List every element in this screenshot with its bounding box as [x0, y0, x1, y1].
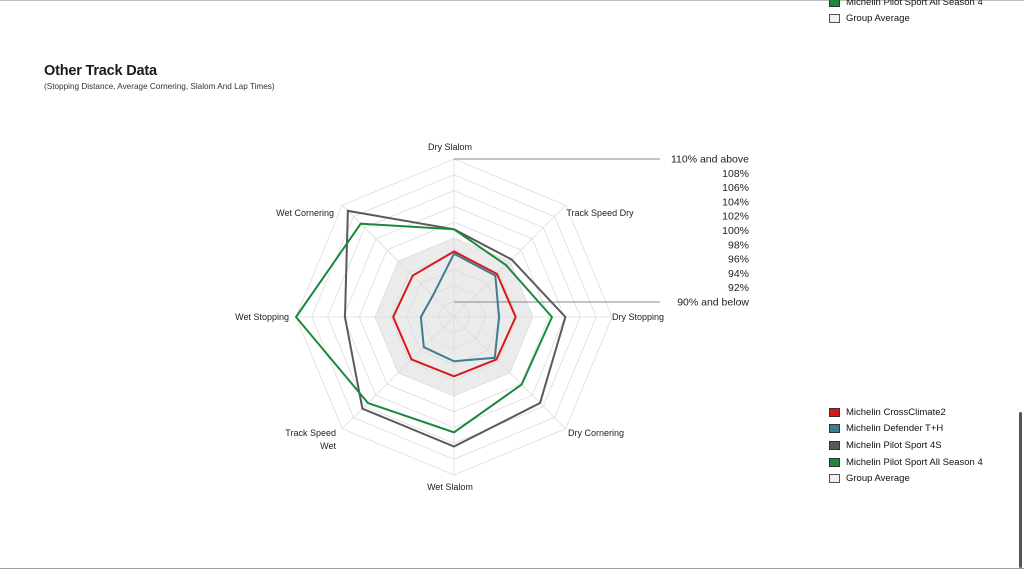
- radar-spoke: [453, 316, 567, 430]
- legend-swatch: [829, 457, 840, 467]
- page-title: Other Track Data: [44, 63, 157, 79]
- top-divider: [0, 0, 1024, 1]
- series-michelin-crossclimate2: [392, 250, 517, 378]
- legend-item-michelin-defender-t-h: Michelin Defender T+H: [829, 421, 983, 438]
- legend-top: Michelin Pilot Sport All Season 4 Group A…: [829, 0, 983, 27]
- scale-label: 106%: [722, 182, 749, 194]
- legend-item-michelin-pilot-sport-4s: Michelin Pilot Sport 4S: [829, 437, 983, 454]
- scale-label: 108%: [722, 168, 749, 180]
- axis-label-track-speed-wet: Track Speed: [285, 428, 336, 438]
- scale-label: 104%: [722, 196, 749, 208]
- legend-label: Michelin Defender T+H: [846, 423, 944, 435]
- radar-axis-labels: Dry Slalom Track Speed Dry Dry Stopping Dry…: [235, 142, 664, 492]
- scrollbar-thumb[interactable]: [1019, 412, 1022, 568]
- legend-swatch: [829, 424, 840, 434]
- scale-label: 92%: [728, 282, 749, 294]
- scale-label: 98%: [728, 239, 749, 251]
- legend-item-group-average: Group Average: [829, 470, 983, 487]
- scale-label: 110% and above: [671, 154, 749, 166]
- scale-label: 94%: [728, 268, 749, 280]
- legend-item-michelin-crossclimate2: Michelin CrossClimate2: [829, 404, 983, 421]
- legend-label: Group Average: [846, 473, 910, 485]
- axis-label-dry-slalom: Dry Slalom: [428, 142, 472, 152]
- legend-item-michelin-pilot-sport-all-season-4: Michelin Pilot Sport All Season 4: [829, 454, 983, 471]
- legend-swatch: [829, 14, 840, 24]
- legend-swatch: [829, 474, 840, 484]
- legend-label: Michelin Pilot Sport All Season 4: [846, 0, 983, 8]
- scale-label: 96%: [728, 254, 749, 266]
- legend: Michelin CrossClimate2 Michelin Defender …: [829, 404, 983, 487]
- legend-swatch: [829, 407, 840, 417]
- series-michelin-pilot-sport-all-season-4: [294, 222, 554, 434]
- scale-label: 100%: [722, 225, 749, 237]
- legend-label: Group Average: [846, 13, 910, 25]
- axis-label-wet-stopping: Wet Stopping: [235, 312, 289, 322]
- scale-label: 102%: [722, 211, 749, 223]
- series-michelin-pilot-sport-4s: [343, 209, 567, 448]
- page-subtitle: (Stopping Distance, Average Cornering, S…: [44, 82, 275, 91]
- radar-spoke: [341, 316, 455, 430]
- axis-label-wet-cornering: Wet Cornering: [276, 208, 334, 218]
- axis-label-wet-slalom: Wet Slalom: [427, 482, 473, 492]
- axis-label-track-speed-dry: Track Speed Dry: [566, 208, 634, 218]
- bottom-divider: [0, 568, 1024, 569]
- radar-series: [294, 209, 567, 448]
- axis-label-dry-cornering: Dry Cornering: [568, 428, 624, 438]
- legend-label: Michelin Pilot Sport All Season 4: [846, 456, 983, 468]
- radar-spokes: [296, 159, 612, 475]
- radar-spoke: [453, 204, 567, 318]
- legend-label: Michelin CrossClimate2: [846, 406, 946, 418]
- series-michelin-defender-t-h: [419, 252, 501, 363]
- axis-label-dry-stopping: Dry Stopping: [612, 312, 664, 322]
- axis-label-track-speed-wet: Wet: [320, 441, 336, 451]
- legend-item-michelin-pilot-sport-all-season-4: Michelin Pilot Sport All Season 4: [829, 0, 983, 11]
- legend-label: Michelin Pilot Sport 4S: [846, 439, 942, 451]
- legend-swatch: [829, 440, 840, 450]
- radar-scale: 90% and below 92% 94% 96% 98% 100% 102% 104% 106…: [454, 154, 749, 309]
- scale-label: 90% and below: [677, 297, 749, 309]
- legend-item-group-average: Group Average: [829, 11, 983, 28]
- legend-swatch: [829, 0, 840, 7]
